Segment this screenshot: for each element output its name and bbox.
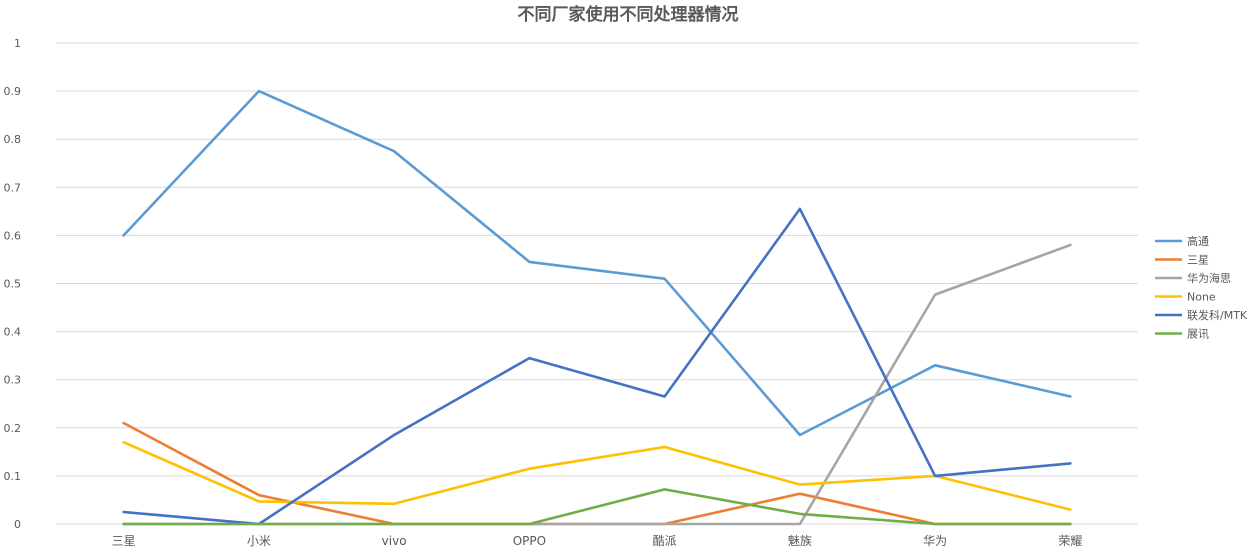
- y-tick-label: 0.6: [4, 229, 22, 242]
- legend-label: 联发科/MTK: [1187, 308, 1248, 322]
- legend-item: 高通: [1155, 234, 1209, 248]
- y-tick-label: 0.8: [4, 133, 22, 146]
- legend-label: 高通: [1187, 234, 1209, 248]
- series-line-5: [122, 488, 1072, 526]
- series-line-2: [122, 243, 1072, 526]
- x-tick-label: 魅族: [788, 533, 812, 548]
- series-line-3: [122, 440, 1072, 511]
- legend-item: 展讯: [1155, 328, 1209, 341]
- y-tick-label: 0.1: [4, 470, 22, 483]
- chart-title: 不同厂家使用不同处理器情况: [518, 4, 739, 25]
- legend-item: 华为海思: [1155, 271, 1231, 285]
- legend-item: 联发科/MTK: [1155, 308, 1248, 322]
- legend-item: None: [1155, 291, 1216, 304]
- x-tick-label: 华为: [923, 534, 947, 548]
- y-tick-label: 0.2: [4, 422, 22, 435]
- y-tick-label: 0.5: [4, 278, 22, 291]
- series-line-1: [122, 421, 1072, 526]
- series-line-4: [122, 207, 1072, 526]
- legend-label: 展讯: [1187, 328, 1209, 341]
- x-tick-label: 小米: [247, 534, 271, 548]
- y-tick-label: 1: [14, 37, 21, 50]
- x-tick-label: OPPO: [513, 534, 546, 548]
- x-tick-label: vivo: [382, 534, 407, 548]
- y-tick-label: 0.7: [4, 181, 22, 194]
- legend-label: 华为海思: [1187, 271, 1231, 285]
- x-axis: 三星 小米 vivo OPPO 酷派 魅族 华为 荣耀: [112, 533, 1083, 548]
- y-tick-label: 0.3: [4, 374, 22, 387]
- x-tick-label: 酷派: [653, 534, 677, 548]
- y-tick-label: 0.9: [4, 85, 22, 98]
- y-tick-label: 0.4: [4, 326, 22, 339]
- series-line-0: [122, 89, 1072, 437]
- x-tick-label: 荣耀: [1058, 534, 1082, 548]
- y-tick-label: 0: [14, 518, 21, 531]
- legend-item: 三星: [1155, 254, 1209, 267]
- y-axis: 0 0.1 0.2 0.3 0.4 0.5 0.6 0.7 0.8 0.9 1: [4, 37, 22, 531]
- x-tick-label: 三星: [112, 534, 136, 548]
- legend-label: None: [1187, 291, 1216, 304]
- gridlines: [56, 42, 1138, 525]
- series-lines: [122, 89, 1072, 526]
- legend-label: 三星: [1187, 254, 1209, 267]
